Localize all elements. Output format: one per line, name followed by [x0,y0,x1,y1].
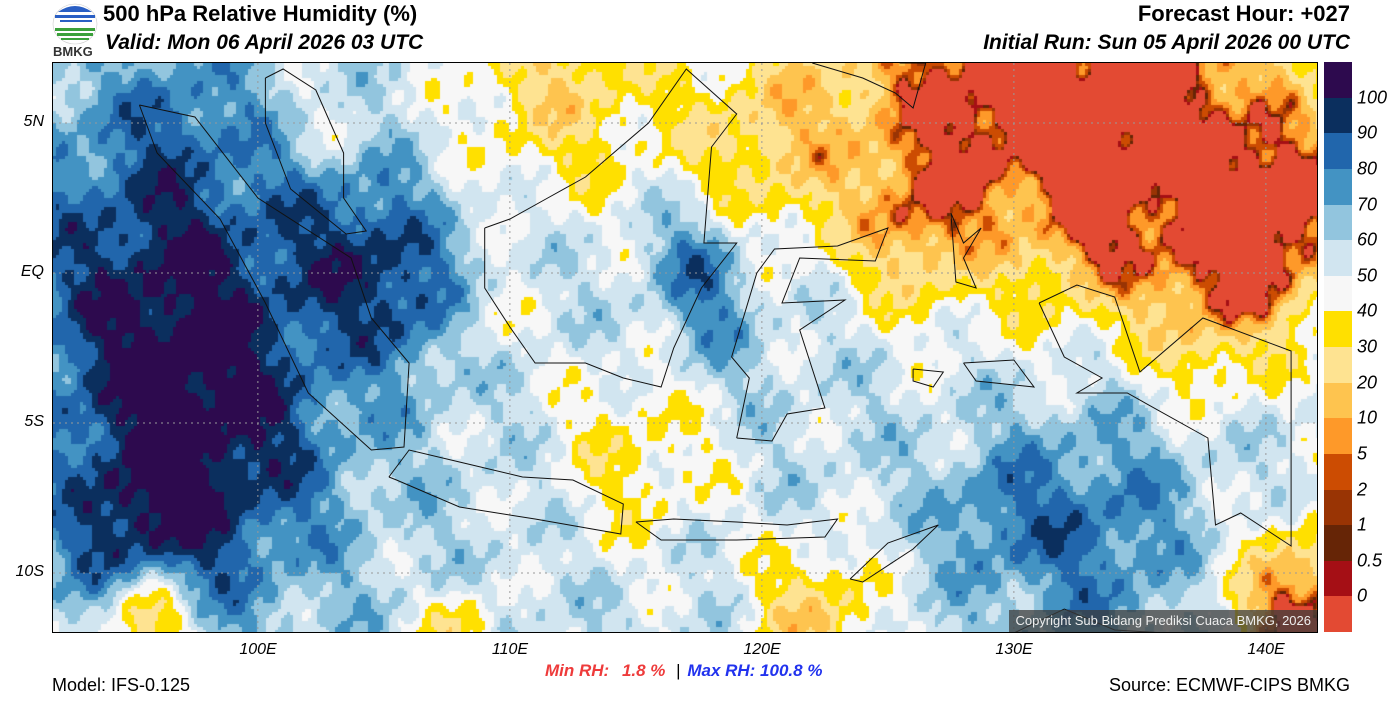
colorbar-segment [1324,382,1352,419]
colorbar-segment [1324,204,1352,241]
min-rh-value: 1.8 % [621,661,666,680]
colorbar-label: 40 [1357,300,1378,321]
forecast-hour: Forecast Hour: +027 [1137,1,1350,26]
colorbar-segment [1324,560,1352,597]
initial-run: Initial Run: Sun 05 April 2026 00 UTC [983,31,1350,54]
bmkg-logo: BMKG [52,2,98,60]
colorbar-segment [1324,311,1352,347]
colorbar-label: 30 [1357,336,1378,357]
lon-label-130e: 130E [995,641,1033,658]
colorbar-segment [1324,168,1352,205]
lat-label-5n: 5N [23,113,44,130]
halmahera-coastline [950,212,982,289]
sulawesi-coastline [731,227,889,442]
humidity-map: Copyright Sub Bidang Prediksi Cuaca BMKG… [52,62,1318,633]
new-guinea-coastline [1038,284,1292,547]
valid-time: Valid: Mon 06 April 2026 03 UTC [105,31,424,54]
sumatra-coastline [138,104,410,451]
colorbar-label: 20 [1357,372,1378,393]
colorbar-label: 50 [1357,265,1378,286]
colorbar-label: 1 [1357,514,1368,535]
lat-label-eq: EQ [20,263,44,280]
map-overlay [53,63,1317,632]
colorbar-segment [1324,418,1352,454]
colorbar-label: 5 [1357,443,1368,464]
lon-label-100e: 100E [239,641,277,658]
map-title: 500 hPa Relative Humidity (%) [103,1,418,26]
colorbar-segment [1324,347,1352,383]
lon-label-120e: 120E [743,641,781,658]
colorbar-segment [1324,240,1352,276]
borneo-coastline [484,68,738,388]
stats-separator: | [676,661,681,680]
data-source: Source: ECMWF-CIPS BMKG [1108,675,1350,695]
colorbar-label: 2 [1357,479,1368,499]
colorbar-segment [1324,97,1352,134]
seram-coastline [963,359,1036,388]
colorbar-segment [1324,453,1352,490]
buru-coastline [912,368,945,388]
min-rh-label: Min RH: [545,661,610,680]
colorbar-segment [1324,525,1352,561]
colorbar-segment [1324,275,1352,312]
colorbar-label: 90 [1357,122,1378,143]
mindanao-coastline [812,63,927,109]
timor-coastline [849,524,939,583]
lesser-sunda-coastline [635,518,839,541]
colorbar-label: 60 [1357,229,1378,250]
rh-stats: Min RH: 1.8 % | Max RH: 100.8 % [545,661,822,681]
colorbar-label: 0 [1357,585,1368,606]
copyright-notice: Copyright Sub Bidang Prediksi Cuaca BMKG… [1009,610,1317,632]
lon-label-110e: 110E [491,641,529,658]
max-rh: Max RH: 100.8 % [687,661,823,680]
colorbar-segment [1324,489,1352,526]
model-name: Model: IFS-0.125 [52,675,191,695]
colorbar-label: 10 [1357,407,1378,428]
java-coastline [388,449,624,535]
colorbar-label: 70 [1357,194,1378,214]
colorbar-segment [1324,62,1352,98]
lon-label-140e: 140E [1247,641,1285,658]
colorbar-label: 0.5 [1357,550,1383,571]
colorbar-label: 80 [1357,158,1378,179]
colorbar-segment [1324,596,1352,632]
humidity-field [53,63,1317,632]
colorbar-segment [1324,133,1352,169]
logo-text: BMKG [53,44,93,59]
lat-label-5s: 5S [24,413,44,430]
colorbar [1324,62,1352,632]
colorbar-label: 100 [1357,87,1388,108]
lat-label-10s: 10S [15,563,44,580]
malay-peninsula-coastline [264,68,368,235]
